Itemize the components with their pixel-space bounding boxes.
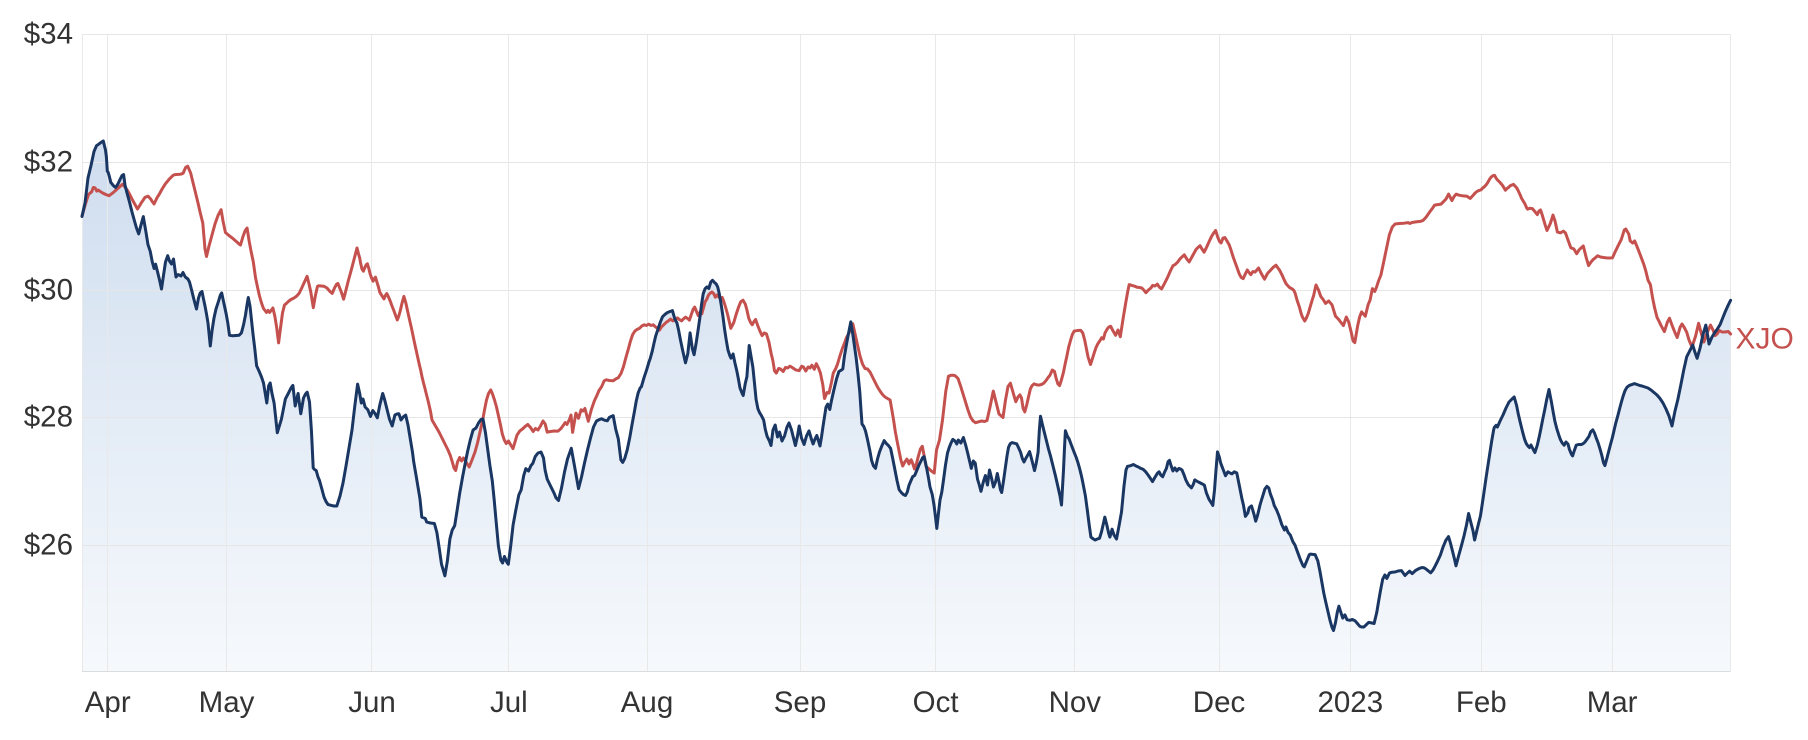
svg-text:Aug: Aug <box>621 686 674 719</box>
svg-text:Mar: Mar <box>1587 686 1638 719</box>
svg-text:Feb: Feb <box>1456 686 1507 719</box>
svg-text:$34: $34 <box>24 18 73 51</box>
svg-text:Nov: Nov <box>1049 686 1102 719</box>
svg-text:May: May <box>199 686 255 719</box>
svg-text:Jun: Jun <box>348 686 396 719</box>
svg-text:$26: $26 <box>24 529 73 562</box>
svg-text:$32: $32 <box>24 146 73 179</box>
svg-text:Dec: Dec <box>1193 686 1245 719</box>
svg-text:Jul: Jul <box>490 686 528 719</box>
svg-text:2023: 2023 <box>1317 686 1383 719</box>
svg-text:Sep: Sep <box>774 686 827 719</box>
svg-text:Oct: Oct <box>913 686 959 719</box>
svg-text:$30: $30 <box>24 274 73 307</box>
svg-text:XJO: XJO <box>1736 323 1794 356</box>
svg-text:$28: $28 <box>24 401 73 434</box>
svg-text:Apr: Apr <box>85 686 131 719</box>
